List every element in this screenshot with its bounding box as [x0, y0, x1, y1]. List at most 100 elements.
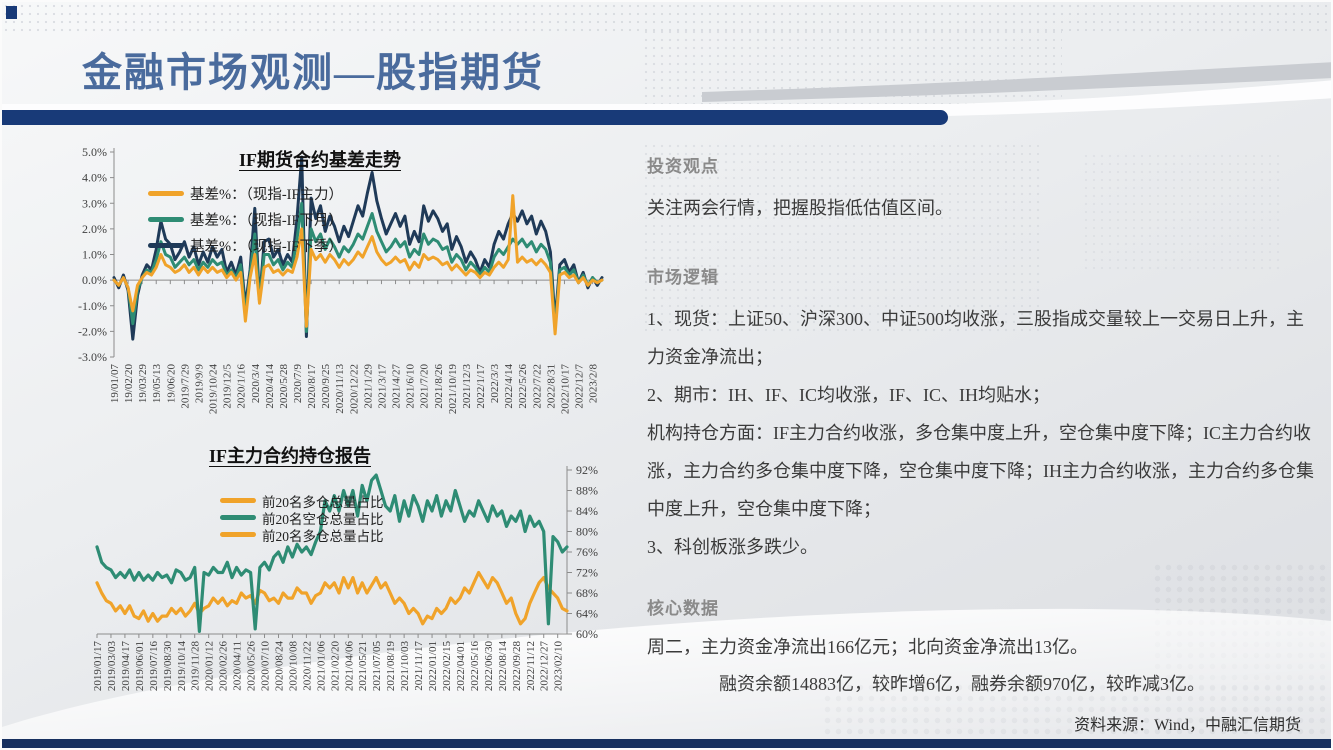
position-chart-plot: 92%88%84%80%76%72%68%64%60%2019/01/17 201…: [92, 463, 598, 692]
section-core-data: 核心数据 周二，主力资金净流出166亿元；北向资金净流出13亿。 融资余额148…: [647, 594, 1315, 703]
svg-text:2019/03/03: 2019/03/03: [106, 641, 118, 692]
svg-text:2022/12/7: 2022/12/7: [574, 364, 586, 409]
svg-text:2023/02/10: 2023/02/10: [553, 641, 565, 692]
svg-text:19/06/20: 19/06/20: [165, 364, 177, 404]
legend-label: 基差%：（现指-IF下季）: [190, 238, 344, 255]
svg-text:2021/3/17: 2021/3/17: [376, 364, 388, 409]
svg-text:2021/10/19: 2021/10/19: [447, 364, 459, 415]
section-body: 周二，主力资金净流出166亿元；北向资金净流出13亿。 融资余额14883亿，较…: [647, 629, 1315, 703]
legend-label: 基差%：（现指-IF主力）: [190, 186, 344, 203]
svg-text:-1.0%: -1.0%: [78, 299, 107, 313]
section-heading: 核心数据: [647, 599, 719, 618]
svg-text:2022/10/17: 2022/10/17: [559, 364, 571, 415]
svg-text:2022/8/31: 2022/8/31: [545, 364, 557, 409]
svg-text:2022/4/14: 2022/4/14: [503, 364, 515, 409]
svg-text:60%: 60%: [576, 627, 598, 641]
legend-label: 基差%：（现指-IF下月）: [190, 212, 344, 229]
svg-text:88%: 88%: [576, 484, 598, 498]
svg-text:2022/1/17: 2022/1/17: [475, 364, 487, 409]
section-paragraph: 机构持仓方面：IF主力合约收涨，多仓集中度上升，空仓集中度下降；IC主力合约收涨…: [647, 423, 1314, 519]
legend-item: 前20名多仓总量占比: [220, 492, 384, 510]
svg-text:2022/5/26: 2022/5/26: [517, 364, 529, 409]
svg-text:2021/07/05: 2021/07/05: [371, 641, 383, 692]
svg-text:2022/01/01: 2022/01/01: [427, 641, 439, 691]
svg-text:-3.0%: -3.0%: [78, 350, 107, 364]
svg-text:2021/05/21: 2021/05/21: [357, 641, 369, 691]
svg-text:19/03/29: 19/03/29: [137, 364, 149, 404]
svg-text:2021/12/3: 2021/12/3: [461, 364, 473, 409]
svg-text:80%: 80%: [576, 525, 598, 539]
svg-text:2019/08/30: 2019/08/30: [162, 641, 174, 692]
svg-text:5.0%: 5.0%: [82, 145, 107, 159]
svg-text:2019/01/17: 2019/01/17: [92, 641, 104, 692]
basis-trend-chart: IF期货合约基差走势 5.0% 4.0% 3.0% 2.0% 1.0% 0.0% -1.0%…: [60, 142, 620, 454]
section-paragraph: 融资余额14883亿，较昨增6亿，融券余额970亿，较昨减3亿。: [647, 674, 1205, 694]
section-paragraph: 3、科创板涨多跌少。: [647, 537, 818, 557]
svg-text:2020/12/22: 2020/12/22: [348, 364, 360, 414]
svg-text:2020/1/16: 2020/1/16: [236, 364, 248, 409]
svg-text:2019/07/16: 2019/07/16: [148, 641, 160, 692]
commentary-panel: 投资观点 关注两会行情，把握股指低估值区间。 市场逻辑 1、现货：上证50、沪深…: [647, 152, 1315, 703]
section-paragraph: 周二，主力资金净流出166亿元；北向资金净流出13亿。: [647, 637, 1088, 657]
legend-swatch: [220, 498, 256, 503]
dot-pattern-title: [642, 28, 1062, 106]
svg-text:2019/12/5: 2019/12/5: [222, 364, 234, 409]
svg-text:72%: 72%: [576, 566, 598, 580]
section-body: 1、现货：上证50、沪深300、中证500均收涨，三股指成交量较上一交易日上升，…: [647, 300, 1315, 566]
svg-text:2021/8/26: 2021/8/26: [433, 364, 445, 409]
svg-text:2019/06/01: 2019/06/01: [134, 641, 146, 691]
section-paragraph: 2、期市：IH、IF、IC均收涨，IF、IC、IH均贴水；: [647, 385, 1050, 405]
svg-text:2022/3/3: 2022/3/3: [489, 364, 501, 404]
svg-text:2020/7/9: 2020/7/9: [292, 364, 304, 404]
svg-text:2021/02/20: 2021/02/20: [329, 641, 341, 692]
legend-swatch: [220, 532, 256, 537]
legend-label: 前20名多仓总量占比: [262, 528, 384, 544]
basis-chart-legend: 基差%：（现指-IF主力） 基差%：（现指-IF下月） 基差%：（现指-IF下季）: [148, 180, 343, 258]
legend-item: 基差%：（现指-IF主力）: [148, 180, 343, 206]
svg-text:2.0%: 2.0%: [82, 222, 107, 236]
svg-text:84%: 84%: [576, 504, 598, 518]
svg-text:76%: 76%: [576, 545, 598, 559]
svg-text:2022/7/22: 2022/7/22: [531, 364, 543, 409]
section-paragraph: 1、现货：上证50、沪深300、中证500均收涨，三股指成交量较上一交易日上升，…: [647, 309, 1304, 367]
position-chart-title: IF主力合约持仓报告: [209, 446, 371, 466]
data-source-note: 资料来源：Wind，中融汇信期货: [1074, 717, 1301, 734]
svg-text:68%: 68%: [576, 586, 598, 600]
svg-text:2020/8/17: 2020/8/17: [306, 364, 318, 409]
svg-text:2021/10/03: 2021/10/03: [399, 641, 411, 692]
basis-chart-title: IF期货合约基差走势: [239, 150, 401, 170]
svg-text:2021/04/06: 2021/04/06: [343, 641, 355, 692]
position-report-chart: IF主力合约持仓报告 92% 88% 84% 80% 76% 72% 68% 64% 60% 20…: [60, 440, 640, 748]
svg-text:2020/07/10: 2020/07/10: [260, 641, 272, 692]
svg-text:2021/1/29: 2021/1/29: [362, 364, 374, 409]
svg-text:19/01/07: 19/01/07: [109, 364, 121, 404]
svg-text:2021/01/06: 2021/01/06: [315, 641, 327, 692]
svg-text:2021/11/17: 2021/11/17: [413, 641, 425, 691]
legend-swatch: [148, 216, 184, 222]
svg-text:19/05/13: 19/05/13: [151, 364, 163, 404]
svg-text:2022/08/14: 2022/08/14: [497, 641, 509, 692]
svg-text:2020/01/12: 2020/01/12: [204, 641, 216, 691]
svg-text:2020/11/22: 2020/11/22: [301, 641, 313, 691]
svg-text:1.0%: 1.0%: [82, 248, 107, 262]
legend-item: 前20名多仓总量占比: [220, 526, 384, 544]
legend-item: 基差%：（现指-IF下季）: [148, 232, 343, 258]
svg-text:19/02/20: 19/02/20: [123, 364, 135, 404]
svg-text:2020/11/13: 2020/11/13: [334, 364, 346, 414]
svg-text:2020/05/26: 2020/05/26: [246, 641, 258, 692]
legend-swatch: [148, 242, 184, 248]
svg-text:2022/05/16: 2022/05/16: [469, 641, 481, 692]
header-divider-bar: [2, 110, 948, 125]
svg-text:2021/7/20: 2021/7/20: [419, 364, 431, 409]
section-heading: 市场逻辑: [647, 268, 719, 287]
svg-text:2022/09/28: 2022/09/28: [511, 641, 523, 692]
section-market-logic: 市场逻辑 1、现货：上证50、沪深300、中证500均收涨，三股指成交量较上一交…: [647, 263, 1315, 566]
svg-text:2019/10/14: 2019/10/14: [176, 641, 188, 692]
legend-swatch: [220, 515, 256, 520]
svg-text:2022/12/27: 2022/12/27: [539, 641, 551, 692]
svg-text:2019/10/24: 2019/10/24: [208, 364, 220, 415]
svg-text:2020/5/28: 2020/5/28: [278, 364, 290, 409]
svg-text:2019/9/9: 2019/9/9: [193, 364, 205, 404]
svg-text:2020/4/14: 2020/4/14: [264, 364, 276, 409]
